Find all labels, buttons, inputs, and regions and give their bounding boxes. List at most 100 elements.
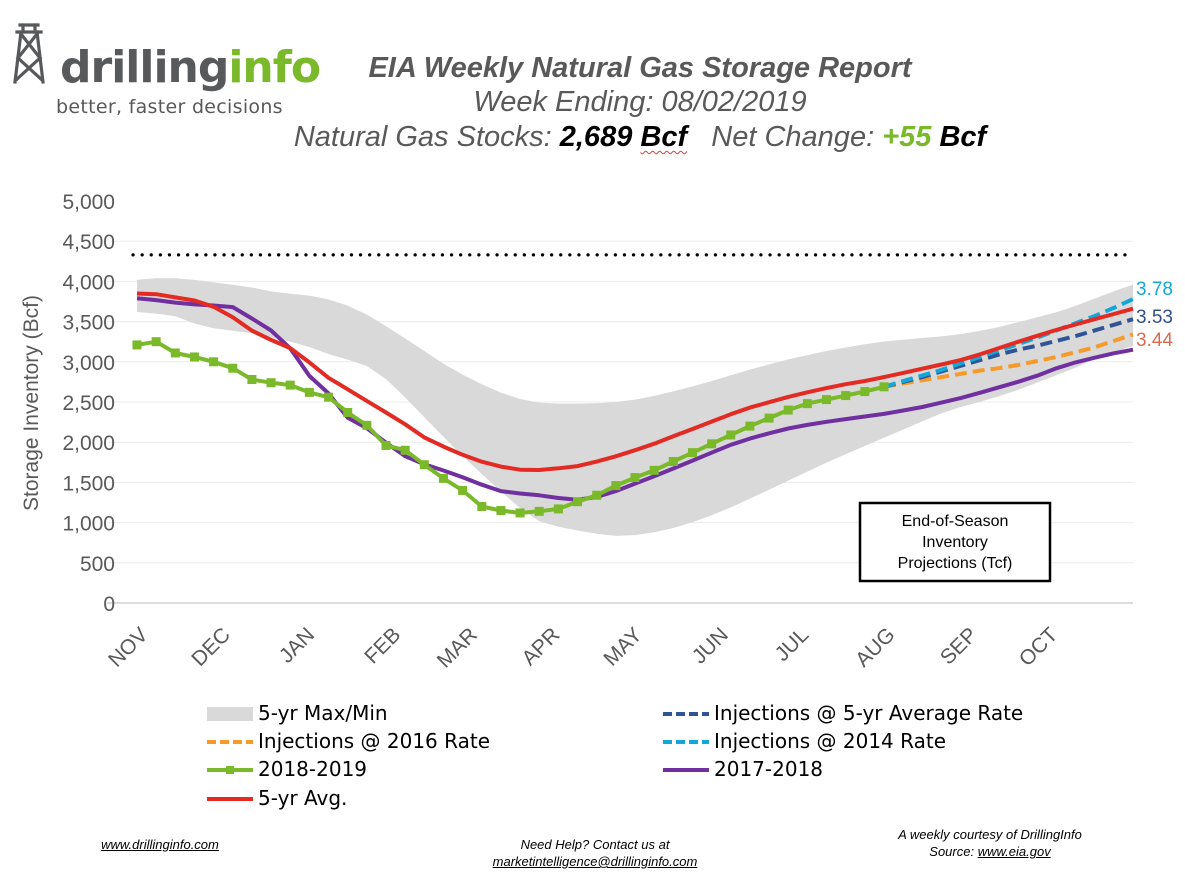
data-point-marker — [553, 504, 563, 514]
legend-item-2017-2018[interactable]: 2017-2018 — [663, 755, 823, 783]
data-point-marker — [515, 508, 525, 518]
legend-item-5yr-avg[interactable]: 5-yr Avg. — [207, 784, 347, 812]
legend-label: Injections @ 5-yr Average Rate — [714, 701, 1024, 725]
y-tick-label: 1,000 — [62, 513, 115, 536]
legend-item-2014-rate[interactable]: Injections @ 2014 Rate — [663, 727, 946, 755]
stocks-line: Natural Gas Stocks: 2,689 Bcf Net Change… — [260, 119, 1020, 156]
y-tick-label: 2,500 — [62, 392, 115, 415]
legend-label: 2018-2019 — [258, 757, 368, 781]
projection-labels: 3.78 3.533.44 — [1136, 279, 1173, 351]
legend-swatch-dashed — [207, 740, 253, 744]
y-tick-label: 5,000 — [62, 191, 115, 214]
legend-swatch-dashed — [663, 740, 709, 744]
report-header: EIA Weekly Natural Gas Storage Report We… — [260, 52, 1020, 156]
courtesy-text: A weekly courtesy of DrillingInfo — [898, 827, 1082, 842]
data-point-marker — [879, 382, 889, 392]
series-5-yr-avg — [136, 291, 1134, 472]
help-text: Need Help? Contact us at — [520, 837, 670, 852]
footer-website: www.drillinginfo.com — [80, 836, 240, 853]
report-title: EIA Weekly Natural Gas Storage Report — [368, 52, 912, 84]
footer-source: A weekly courtesy of DrillingInfo Source… — [860, 826, 1120, 860]
y-axis-ticks: 0 500 1,000 1,500 2,000 2,500 3,000 3,500 4,000 4… — [62, 191, 115, 616]
x-tick-label: APR — [518, 623, 565, 670]
y-tick-label: 4,000 — [62, 271, 115, 294]
stocks-label: Natural Gas Stocks: — [293, 121, 552, 153]
logo-word-main: drilling — [60, 42, 229, 93]
footer-help: Need Help? Contact us at marketintellige… — [450, 836, 740, 870]
x-tick-label: MAR — [433, 623, 482, 672]
source-link[interactable]: www.eia.gov — [977, 844, 1051, 859]
logo-tagline: better, faster decisions — [56, 96, 283, 118]
data-point-marker — [726, 430, 736, 440]
data-point-marker — [707, 439, 717, 449]
x-tick-label: NOV — [104, 623, 152, 671]
source-label: Source: — [929, 844, 975, 859]
annotation-line-1: End-of-Season — [902, 513, 1009, 530]
website-link[interactable]: www.drillinginfo.com — [101, 837, 219, 852]
data-point-marker — [304, 387, 314, 397]
data-point-marker — [802, 399, 812, 409]
data-point-marker — [630, 473, 640, 483]
legend-swatch-dashed — [663, 712, 709, 716]
series-line — [136, 339, 885, 515]
data-point-marker — [285, 380, 295, 390]
projection-label: 3.53 — [1136, 307, 1173, 328]
net-change-unit: Bcf — [939, 121, 987, 153]
annotation-line-3: Projections (Tcf) — [898, 555, 1013, 572]
projection-label: 3.78 — [1136, 279, 1173, 300]
data-point-marker — [438, 473, 448, 483]
stocks-value: 2,689 — [559, 121, 633, 153]
x-tick-label: AUG — [851, 623, 899, 671]
legend-swatch-area — [207, 707, 253, 721]
data-point-marker — [400, 445, 410, 455]
stocks-unit: Bcf — [640, 121, 688, 153]
data-point-marker — [324, 392, 334, 402]
data-point-marker — [592, 490, 602, 500]
y-tick-label: 500 — [80, 553, 115, 576]
x-tick-label: MAY — [599, 623, 646, 670]
legend-swatch-marker-line — [207, 766, 253, 774]
y-tick-label: 3,000 — [62, 352, 115, 375]
x-tick-label: DEC — [187, 623, 235, 671]
series-2018-2019 — [132, 337, 889, 518]
y-tick-label: 2,000 — [62, 432, 115, 455]
data-point-marker — [611, 481, 621, 491]
legend-item-band[interactable]: 5-yr Max/Min — [207, 699, 388, 727]
data-point-marker — [668, 456, 678, 466]
series-injections-2016-rate — [883, 332, 1134, 389]
legend-swatch-line — [207, 797, 253, 801]
x-tick-label: FEB — [360, 623, 405, 668]
legend-label: 5-yr Max/Min — [258, 701, 388, 725]
y-tick-label: 4,500 — [62, 231, 115, 254]
data-point-marker — [170, 348, 180, 358]
legend-label: Injections @ 2016 Rate — [258, 729, 490, 753]
legend-swatch-line — [663, 768, 709, 772]
projection-label: 3.44 — [1136, 330, 1173, 351]
series-layer — [132, 291, 1134, 518]
logo-wordmark: drillinginfo — [60, 42, 321, 93]
net-change-value: +55 — [882, 121, 932, 153]
x-tick-label: OCT — [1015, 623, 1063, 671]
series-injections-2014-rate — [883, 297, 1134, 389]
series-line — [136, 296, 1134, 502]
data-point-marker — [841, 391, 851, 401]
data-point-marker — [247, 374, 257, 384]
help-email-link[interactable]: marketintelligence@drillinginfo.com — [492, 854, 698, 869]
legend-item-2018-2019[interactable]: 2018-2019 — [207, 755, 367, 783]
legend-label: 5-yr Avg. — [258, 786, 348, 810]
legend-item-2016-rate[interactable]: Injections @ 2016 Rate — [207, 727, 490, 755]
series-line — [136, 291, 1134, 472]
data-point-marker — [534, 506, 544, 516]
data-point-marker — [783, 405, 793, 415]
net-change-label: Net Change: — [711, 121, 875, 153]
logo-word-accent: info — [228, 42, 321, 93]
data-point-marker — [458, 485, 468, 495]
source-line: Source: www.eia.gov — [860, 843, 1120, 860]
y-tick-label: 0 — [103, 593, 115, 616]
annotation-box-frame — [858, 501, 1052, 583]
x-tick-label: JAN — [275, 623, 319, 667]
legend-item-5yr-rate[interactable]: Injections @ 5-yr Average Rate — [663, 699, 1023, 727]
x-axis-ticks: NOV DEC JAN FEB MAR APR MAY JUN JUL AUG SEP OCT — [104, 623, 1062, 672]
data-point-marker — [687, 448, 697, 458]
